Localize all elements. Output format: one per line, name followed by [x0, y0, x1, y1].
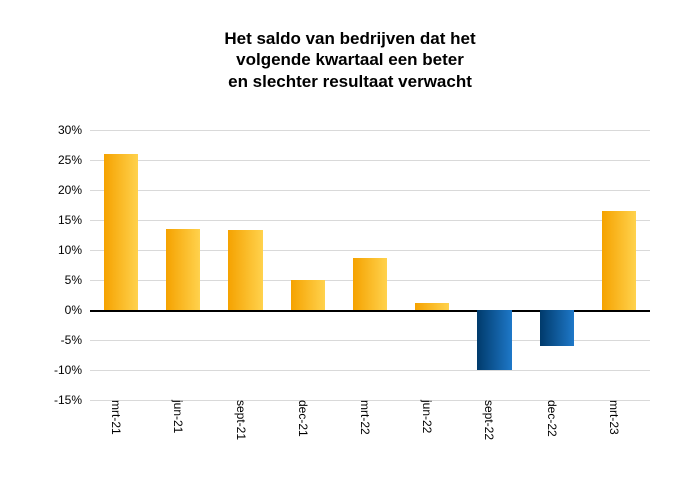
- bar: [415, 303, 449, 310]
- bar: [477, 310, 511, 370]
- chart-title-line: volgende kwartaal een beter: [0, 49, 700, 70]
- y-tick-label: -5%: [61, 333, 90, 347]
- x-tick-label: jun-22: [420, 400, 444, 433]
- grid-line: [90, 370, 650, 371]
- x-tick-label: sept-22: [482, 400, 506, 440]
- y-tick-label: 25%: [58, 153, 90, 167]
- chart-title: Het saldo van bedrijven dat hetvolgende …: [0, 28, 700, 92]
- y-tick-label: 10%: [58, 243, 90, 257]
- y-tick-label: -15%: [54, 393, 90, 407]
- bar: [291, 280, 325, 310]
- chart-title-line: Het saldo van bedrijven dat het: [0, 28, 700, 49]
- bar: [602, 211, 636, 310]
- x-tick-label: dec-22: [545, 400, 569, 437]
- y-tick-label: -10%: [54, 363, 90, 377]
- x-tick-label: sept-21: [234, 400, 258, 440]
- x-tick-label: mrt-21: [109, 400, 133, 435]
- x-tick-label: mrt-23: [607, 400, 631, 435]
- y-tick-label: 20%: [58, 183, 90, 197]
- grid-line: [90, 190, 650, 191]
- x-tick-label: jun-21: [171, 400, 195, 433]
- x-tick-label: mrt-22: [358, 400, 382, 435]
- grid-line: [90, 160, 650, 161]
- x-tick-label: dec-21: [296, 400, 320, 437]
- chart-container: Het saldo van bedrijven dat hetvolgende …: [0, 0, 700, 500]
- y-tick-label: 0%: [65, 303, 90, 317]
- y-tick-label: 15%: [58, 213, 90, 227]
- plot-area: -15%-10%-5%0%5%10%15%20%25%30%mrt-21jun-…: [90, 130, 650, 400]
- bar: [540, 310, 574, 346]
- bar: [228, 230, 262, 310]
- bar: [353, 258, 387, 310]
- grid-line: [90, 220, 650, 221]
- grid-line: [90, 130, 650, 131]
- y-tick-label: 5%: [65, 273, 90, 287]
- bar: [166, 229, 200, 310]
- y-tick-label: 30%: [58, 123, 90, 137]
- bar: [104, 154, 138, 310]
- chart-title-line: en slechter resultaat verwacht: [0, 71, 700, 92]
